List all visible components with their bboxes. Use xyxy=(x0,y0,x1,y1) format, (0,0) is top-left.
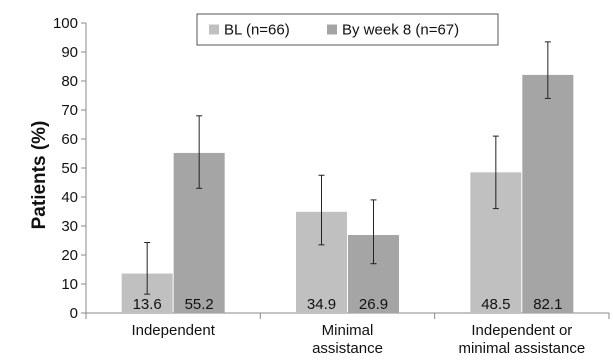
y-tick-label: 20 xyxy=(61,247,78,264)
legend-label: By week 8 (n=67) xyxy=(342,22,459,39)
bar-value-label: 34.9 xyxy=(307,296,336,313)
y-tick-label: 90 xyxy=(61,44,78,61)
bar-value-label: 48.5 xyxy=(481,296,510,313)
x-category-label: Minimal xyxy=(322,322,374,339)
y-axis: 0 10 20 30 40 50 60 70 80 90 100 xyxy=(53,15,87,322)
bar-value-label: 26.9 xyxy=(359,296,388,313)
y-tick-label: 50 xyxy=(61,160,78,177)
x-category-label: minimal assistance xyxy=(458,340,585,357)
y-tick-label: 60 xyxy=(61,131,78,148)
x-category-label: Independent xyxy=(131,322,215,339)
legend-swatch xyxy=(327,24,337,35)
y-tick-label: 40 xyxy=(61,189,78,206)
y-tick-label: 10 xyxy=(61,276,78,293)
y-tick-label: 0 xyxy=(70,305,78,322)
y-tick-label: 70 xyxy=(61,102,78,119)
x-category-label: assistance xyxy=(312,340,383,357)
y-axis-title: Patients (%) xyxy=(29,121,50,230)
y-tick-label: 80 xyxy=(61,73,78,90)
y-tick-label: 100 xyxy=(53,15,78,32)
bar-value-label: 82.1 xyxy=(533,296,562,313)
bars-group: 13.6 55.2 34.9 26.9 48.5 82.1 xyxy=(121,41,574,313)
legend-box xyxy=(196,13,499,46)
y-tick-label: 30 xyxy=(61,218,78,235)
bar-value-label: 13.6 xyxy=(133,296,162,313)
bar-value-label: 55.2 xyxy=(185,296,214,313)
bar xyxy=(522,74,574,313)
legend-label: BL (n=66) xyxy=(224,22,290,39)
legend-swatch xyxy=(209,24,219,35)
legend: BL (n=66) By week 8 (n=67) xyxy=(196,13,499,46)
x-category-label: Independent or xyxy=(471,322,572,339)
